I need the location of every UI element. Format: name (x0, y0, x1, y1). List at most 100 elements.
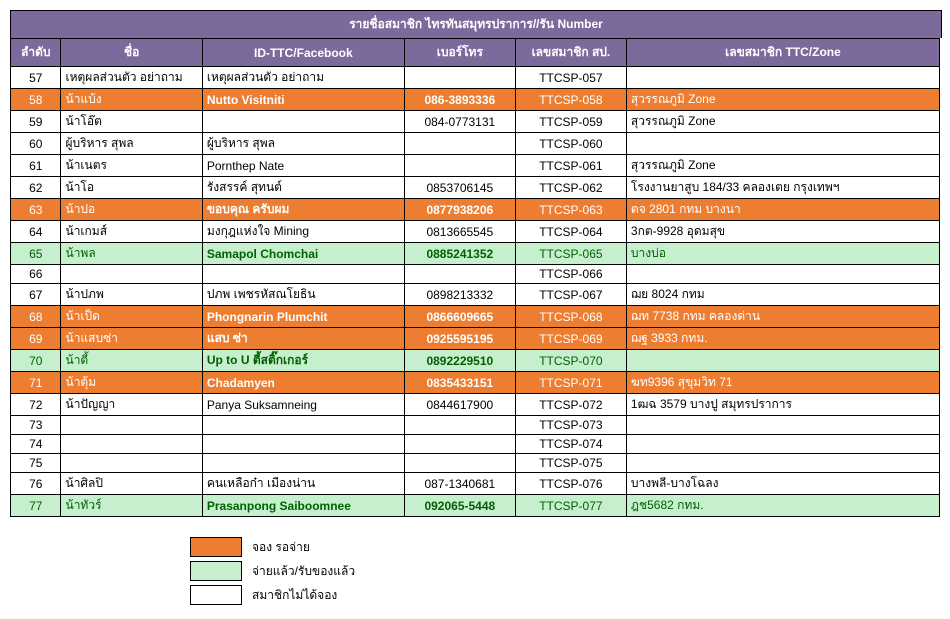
table-cell (626, 133, 939, 155)
table-cell: น้าตุ้ม (61, 372, 202, 394)
table-cell (626, 67, 939, 89)
table-cell: TTCSP-075 (515, 454, 626, 473)
table-cell: 0835433151 (404, 372, 515, 394)
table-cell: น้าเป็ด (61, 306, 202, 328)
table-cell: 71 (11, 372, 61, 394)
table-cell: 084-0773131 (404, 111, 515, 133)
table-cell: 0866609665 (404, 306, 515, 328)
table-cell: น้าเนตร (61, 155, 202, 177)
table-cell (202, 454, 404, 473)
table-cell: 087-1340681 (404, 473, 515, 495)
table-cell: TTCSP-068 (515, 306, 626, 328)
table-row: 76น้าศิลปิคนเหลือก๋า เมืองน่าน087-134068… (11, 473, 940, 495)
table-cell: Pornthep Nate (202, 155, 404, 177)
table-cell (626, 350, 939, 372)
table-cell: บางพลี-บางโฉลง (626, 473, 939, 495)
table-row: 64น้าเกมส์มงกุฎแห่งใจ Mining0813665545TT… (11, 221, 940, 243)
table-cell (404, 155, 515, 177)
table-cell: สุวรรณภูมิ Zone (626, 89, 939, 111)
table-cell: TTCSP-069 (515, 328, 626, 350)
table-cell: น้าเกมส์ (61, 221, 202, 243)
table-cell (202, 111, 404, 133)
table-cell: Nutto Visitniti (202, 89, 404, 111)
column-header: ลำดับ (11, 39, 61, 67)
table-cell: สุวรรณภูมิ Zone (626, 155, 939, 177)
table-cell: TTCSP-063 (515, 199, 626, 221)
table-cell: 0877938206 (404, 199, 515, 221)
column-header: เบอร์โทร (404, 39, 515, 67)
table-cell: ฌฐ 3933 กทม. (626, 328, 939, 350)
table-cell: 3กต-9928 อุดมสุข (626, 221, 939, 243)
table-cell: มงกุฎแห่งใจ Mining (202, 221, 404, 243)
table-cell: 64 (11, 221, 61, 243)
table-cell: 0844617900 (404, 394, 515, 416)
table-cell: TTCSP-061 (515, 155, 626, 177)
table-cell (626, 454, 939, 473)
table-row: 69น้าแสบซ่าแสบ ซ่า0925595195TTCSP-069ฌฐ … (11, 328, 940, 350)
column-header: เลขสมาชิก TTC/Zone (626, 39, 939, 67)
table-cell: ปภพ เพชรหัสณโยธิน (202, 284, 404, 306)
table-cell: น้าแบ้ง (61, 89, 202, 111)
table-cell: 65 (11, 243, 61, 265)
column-header: ชื่อ (61, 39, 202, 67)
table-cell: 60 (11, 133, 61, 155)
table-row: 65น้าพลSamapol Chomchai0885241352TTCSP-0… (11, 243, 940, 265)
table-cell (404, 67, 515, 89)
table-row: 73TTCSP-073 (11, 416, 940, 435)
table-cell (61, 416, 202, 435)
table-cell: 0885241352 (404, 243, 515, 265)
table-cell: สุวรรณภูมิ Zone (626, 111, 939, 133)
table-row: 72น้าปัญญาPanya Suksamneing0844617900TTC… (11, 394, 940, 416)
table-cell: TTCSP-067 (515, 284, 626, 306)
column-header: เลขสมาชิก สป. (515, 39, 626, 67)
table-row: 66TTCSP-066 (11, 265, 940, 284)
table-row: 74TTCSP-074 (11, 435, 940, 454)
table-cell: TTCSP-072 (515, 394, 626, 416)
table-cell: 73 (11, 416, 61, 435)
legend-swatch (190, 561, 242, 581)
page-title: รายชื่อสมาชิก ไทรทันสมุทรปราการ//รัน Num… (10, 10, 942, 38)
table-cell: 66 (11, 265, 61, 284)
table-cell: 092065-5448 (404, 495, 515, 517)
table-cell: TTCSP-057 (515, 67, 626, 89)
table-cell: TTCSP-077 (515, 495, 626, 517)
table-cell: Samapol Chomchai (202, 243, 404, 265)
table-cell (404, 435, 515, 454)
table-row: 71น้าตุ้มChadamyen0835433151TTCSP-071ฆท9… (11, 372, 940, 394)
legend-swatch (190, 585, 242, 605)
legend: จอง รอจ่ายจ่ายแล้ว/รับของแล้วสมาชิกไม่ได… (190, 537, 940, 605)
table-cell: รังสรรค์ สุทนต์ (202, 177, 404, 199)
table-cell (626, 265, 939, 284)
table-cell: Phongnarin Plumchit (202, 306, 404, 328)
table-cell: Chadamyen (202, 372, 404, 394)
table-cell: 0898213332 (404, 284, 515, 306)
table-cell: น้าศิลปิ (61, 473, 202, 495)
table-cell: น้าแสบซ่า (61, 328, 202, 350)
table-row: 58น้าแบ้งNutto Visitniti086-3893336TTCSP… (11, 89, 940, 111)
table-cell: TTCSP-064 (515, 221, 626, 243)
table-cell (202, 416, 404, 435)
table-cell: 58 (11, 89, 61, 111)
legend-label: สมาชิกไม่ได้จอง (252, 586, 337, 605)
table-row: 70น้าตี้Up to U ตี้สติ๊กเกอร์0892229510T… (11, 350, 940, 372)
table-row: 77น้าทัวร์Prasanpong Saiboomnee092065-54… (11, 495, 940, 517)
table-row: 57เหตุผลส่วนตัว อย่าถามเหตุผลส่วนตัว อย่… (11, 67, 940, 89)
table-cell: Panya Suksamneing (202, 394, 404, 416)
table-cell: 76 (11, 473, 61, 495)
table-cell: คนเหลือก๋า เมืองน่าน (202, 473, 404, 495)
legend-label: จอง รอจ่าย (252, 538, 310, 557)
legend-row: จ่ายแล้ว/รับของแล้ว (190, 561, 940, 581)
table-cell: 67 (11, 284, 61, 306)
table-row: 62น้าโอรังสรรค์ สุทนต์0853706145TTCSP-06… (11, 177, 940, 199)
legend-swatch (190, 537, 242, 557)
table-cell: TTCSP-071 (515, 372, 626, 394)
table-cell (626, 435, 939, 454)
table-cell (202, 265, 404, 284)
table-cell: 59 (11, 111, 61, 133)
table-cell: TTCSP-065 (515, 243, 626, 265)
table-cell (404, 265, 515, 284)
table-row: 59น้าโอ๊ต084-0773131TTCSP-059สุวรรณภูมิ … (11, 111, 940, 133)
table-cell: ฌท 7738 กทม คลองด่าน (626, 306, 939, 328)
table-row: 68น้าเป็ดPhongnarin Plumchit0866609665TT… (11, 306, 940, 328)
column-header: ID-TTC/Facebook (202, 39, 404, 67)
